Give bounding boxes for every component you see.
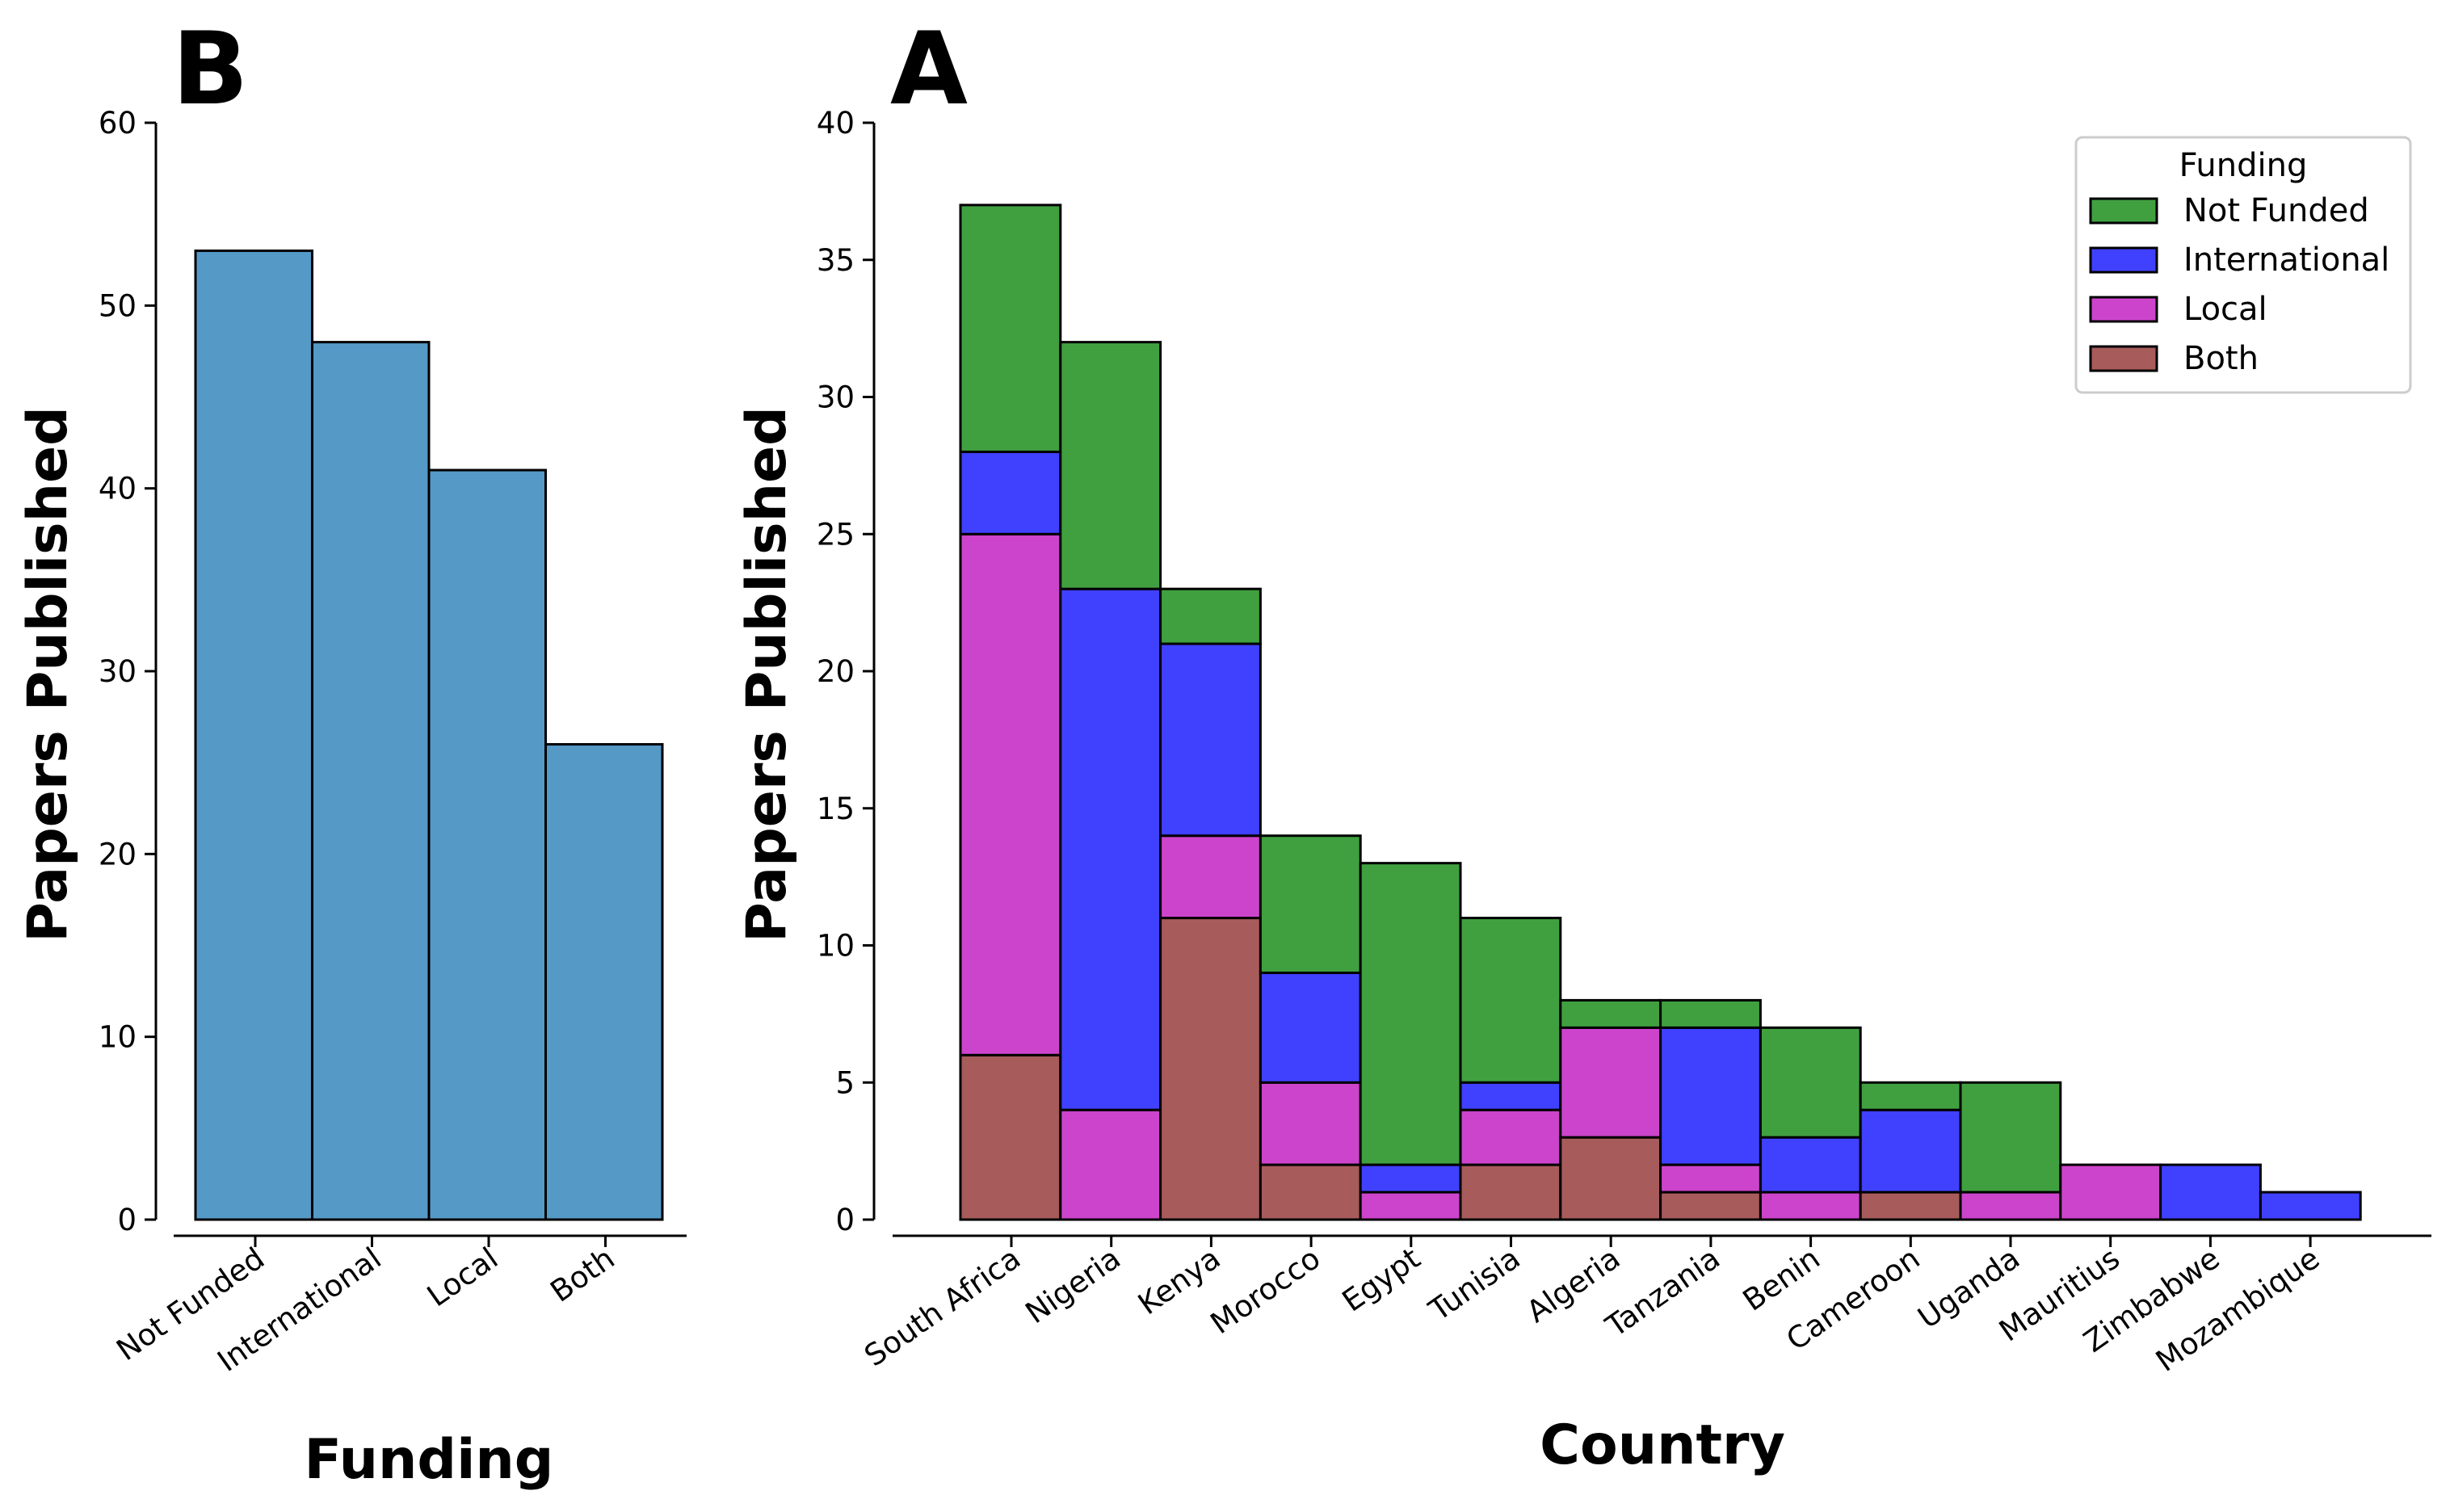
panel-a-bar-tanzania-international [1659, 1026, 1762, 1166]
panel-a-y-tick-label: 5 [835, 1065, 855, 1100]
panel-a-bar-kenya-local [1159, 834, 1262, 920]
panel-a-y-tick-label: 0 [835, 1203, 855, 1237]
panel-a-bar-nigeria-not-funded [1059, 341, 1162, 590]
legend-frame [2074, 136, 2412, 394]
panel-a-bar-zimbabwe-international [2159, 1163, 2262, 1221]
panel-a-x-tick-label-nigeria: Nigeria [1019, 1241, 1127, 1330]
panel-b-y-tick-label: 0 [117, 1203, 137, 1237]
panel-a-bar-south-africa-both [959, 1053, 1062, 1221]
panel-a-x-tick-label-tunisia: Tunisia [1423, 1241, 1527, 1328]
panel-a-bar-egypt-international [1359, 1163, 1462, 1194]
panel-a-x-axis-title: Country [1540, 1413, 1785, 1477]
panel-a-bar-egypt-not-funded [1359, 862, 1462, 1166]
panel-a-x-tick-label-tanzania: Tanzania [1599, 1241, 1726, 1344]
legend-items: Not Funded International Local Both [2089, 192, 2389, 377]
panel-a-bar-mauritius-local [2059, 1163, 2162, 1221]
panel-a-bar-algeria-not-funded [1559, 998, 1662, 1029]
panel-a-bar-nigeria-international [1059, 587, 1162, 1111]
panel-a-bar-cameroon-international [1859, 1108, 1962, 1194]
panel-b-bar-local [427, 468, 547, 1221]
panel-a-bar-morocco-local [1259, 1081, 1362, 1166]
legend-title: Funding [2179, 147, 2308, 184]
panel-a-y-axis-title: Papers Published [735, 406, 799, 943]
panel-a-bars [959, 204, 2362, 1221]
panel-b-bars [194, 249, 664, 1221]
panel-b-bar-both [544, 743, 664, 1221]
panel-a-bar-tanzania-not-funded [1659, 998, 1762, 1029]
panel-b-y-tick-label: 60 [99, 106, 137, 141]
panel-a-y-tick-label: 25 [817, 517, 855, 552]
legend: Funding Not Funded International Local Both [2074, 136, 2412, 394]
panel-a-bar-tunisia-not-funded [1459, 917, 1562, 1084]
panel-a-bar-tunisia-local [1459, 1108, 1562, 1166]
panel-b-y-tick-label: 40 [99, 472, 137, 506]
panel-b-y-tick-label: 10 [99, 1020, 137, 1055]
panel-a-bar-kenya-not-funded [1159, 587, 1262, 645]
panel-a-bar-uganda-local [1959, 1191, 2062, 1221]
panel-a-bar-egypt-local [1359, 1191, 1462, 1221]
panel-a-bar-tanzania-local [1659, 1163, 1762, 1194]
panel-b-x-axis-title: Funding [305, 1428, 554, 1492]
legend-swatch-international [2089, 246, 2158, 274]
panel-b-y-tick-label: 50 [99, 288, 137, 323]
panel-b-y-axis-title: Papers Published [16, 406, 80, 943]
panel-a-bar-algeria-local [1559, 1026, 1662, 1139]
panel-a-letter: A [890, 11, 968, 128]
panel-a-bar-south-africa-international [959, 450, 1062, 536]
panel-a-bar-kenya-both [1159, 917, 1262, 1221]
panel-b-bar-not-funded [194, 249, 313, 1221]
legend-label-local: Local [2183, 291, 2267, 328]
panel-a-y-tick-label: 20 [817, 654, 855, 689]
panel-a-bar-tunisia-international [1459, 1081, 1562, 1111]
panel-b-y-tick-label: 30 [99, 654, 137, 689]
panel-a-bar-benin-international [1759, 1136, 1862, 1194]
legend-swatch-both [2089, 345, 2158, 372]
panel-a-x-tick-label-south-africa: South Africa [858, 1241, 1027, 1373]
panel-a-bar-kenya-international [1159, 642, 1262, 838]
panel-a-bar-south-africa-local [959, 532, 1062, 1056]
panel-a-bar-morocco-international [1259, 971, 1362, 1084]
panel-a-bar-tanzania-both [1659, 1191, 1762, 1221]
legend-label-not-funded: Not Funded [2183, 192, 2369, 229]
legend-swatch-not-funded [2089, 197, 2158, 225]
panel-b-y-axis: 0 10 20 30 40 50 60 [99, 106, 158, 1237]
panel-a-y-axis: 0 5 10 15 20 25 30 35 40 [817, 106, 876, 1237]
panel-a-bar-mozambique-international [2259, 1191, 2362, 1221]
panel-a-bar-morocco-both [1259, 1163, 1362, 1221]
panel-a-bar-morocco-not-funded [1259, 834, 1362, 974]
panel-a-bar-benin-not-funded [1759, 1026, 1862, 1139]
legend-label-both: Both [2183, 340, 2259, 377]
panel-b-x-tick-label-both: Both [544, 1241, 621, 1309]
panel-b-y-tick-label: 20 [99, 837, 137, 872]
panel-b-x-tick-label-local: Local [421, 1241, 504, 1313]
panel-a-bar-tunisia-both [1459, 1163, 1562, 1221]
panel-a-bar-nigeria-local [1059, 1108, 1162, 1221]
legend-label-international: International [2183, 242, 2389, 279]
panel-b-bar-international [311, 341, 431, 1221]
panel-a-y-tick-label: 15 [817, 792, 855, 826]
panel-a-bar-cameroon-not-funded [1859, 1081, 1962, 1111]
panel-a-bar-uganda-not-funded [1959, 1081, 2062, 1194]
panel-a-bar-algeria-both [1559, 1136, 1662, 1221]
panel-a-y-tick-label: 30 [817, 380, 855, 415]
legend-swatch-local [2089, 296, 2158, 323]
panel-a-bar-south-africa-not-funded [959, 204, 1062, 453]
panel-b-letter: B [172, 11, 249, 128]
panel-a-x-tick-label-egypt: Egypt [1336, 1241, 1427, 1318]
panel-a-x-tick-label-morocco: Morocco [1204, 1241, 1327, 1341]
panel-a-bar-cameroon-both [1859, 1191, 1962, 1221]
panel-a-y-tick-label: 10 [817, 929, 855, 964]
panel-a-y-tick-label: 35 [817, 243, 855, 278]
panel-a-y-tick-label: 40 [817, 106, 855, 141]
panel-a-bar-benin-local [1759, 1191, 1862, 1221]
